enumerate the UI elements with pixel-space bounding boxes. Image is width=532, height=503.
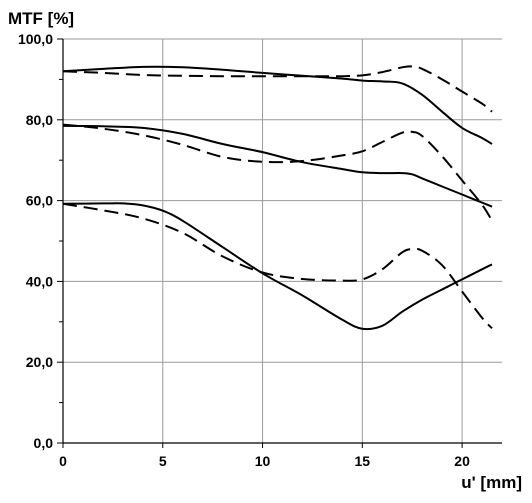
y-axis-title: MTF [%] bbox=[8, 9, 74, 28]
series-line-6-dashed bbox=[62, 202, 493, 329]
x-tick-label: 5 bbox=[159, 453, 167, 469]
series-line-1-solid bbox=[62, 65, 493, 145]
chart-series bbox=[62, 65, 493, 331]
x-tick-label: 20 bbox=[454, 453, 470, 469]
y-tick-label: 20,0 bbox=[26, 354, 53, 370]
y-tick-label: 0,0 bbox=[34, 435, 54, 451]
series-line-2-dashed bbox=[62, 65, 493, 113]
x-tick-label: 10 bbox=[255, 453, 271, 469]
y-tick-label: 40,0 bbox=[26, 273, 53, 289]
y-tick-label: 60,0 bbox=[26, 193, 53, 209]
series-line-3-solid bbox=[62, 124, 493, 208]
chart-grid bbox=[63, 38, 502, 443]
series-line-5-solid bbox=[62, 202, 493, 331]
y-tick-label: 80,0 bbox=[26, 112, 53, 128]
tick-labels: 0,0 20,0 40,0 60,0 80,0 100,0 0 5 10 15 20 bbox=[18, 31, 470, 469]
x-tick-label: 0 bbox=[59, 453, 67, 469]
y-tick-label: 100,0 bbox=[18, 31, 53, 47]
x-tick-label: 15 bbox=[355, 453, 371, 469]
x-axis-title: u' [mm] bbox=[461, 473, 522, 492]
chart-axes bbox=[57, 38, 502, 448]
series-line-4-dashed bbox=[62, 123, 493, 222]
